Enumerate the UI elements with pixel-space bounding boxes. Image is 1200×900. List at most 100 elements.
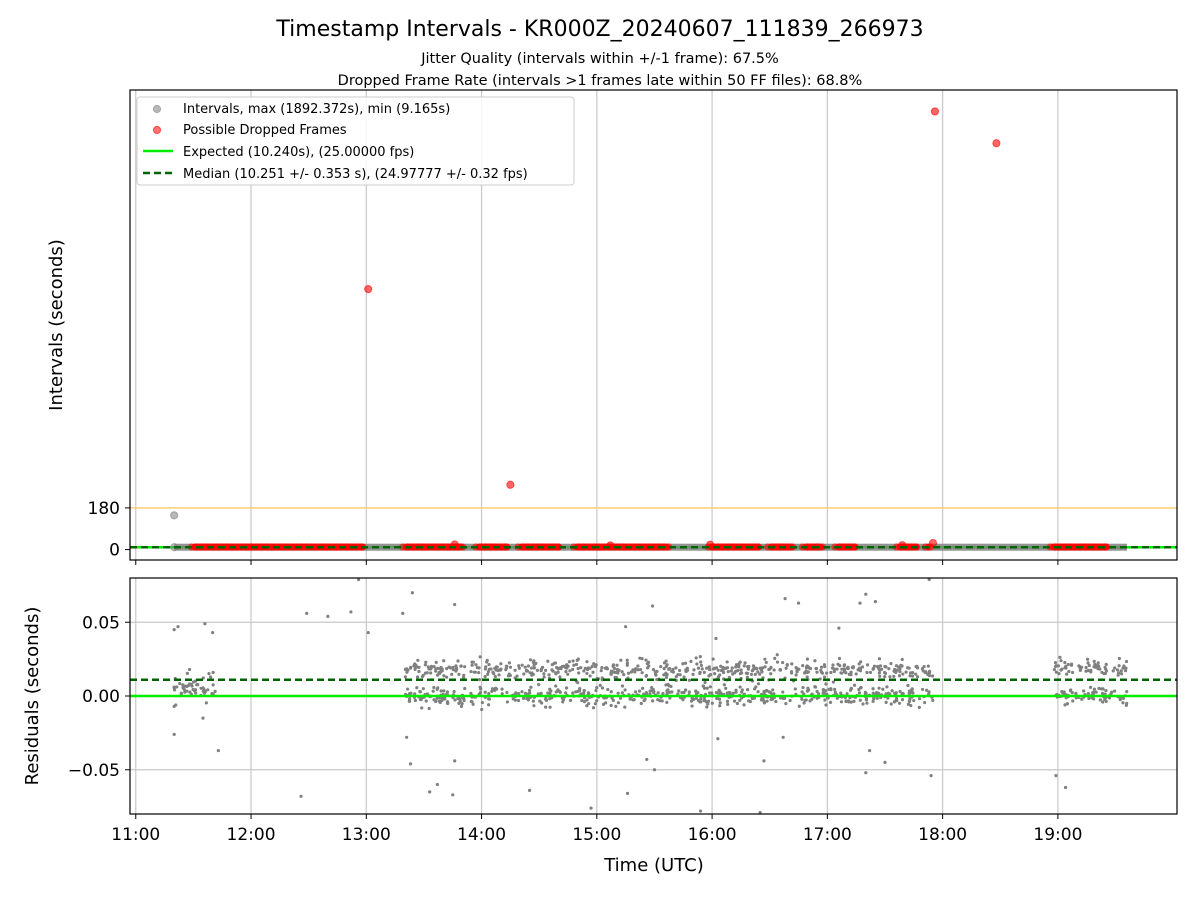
residual-point: [654, 673, 658, 677]
residual-point: [521, 696, 526, 700]
residual-point: [908, 697, 912, 702]
residual-point: [554, 690, 558, 694]
residual-point: [682, 675, 686, 679]
residual-outlier-10: [305, 611, 309, 616]
x-tick-label-11:00: 11:00: [111, 825, 160, 845]
residual-point: [748, 699, 752, 704]
dropped-frame-point: [1071, 543, 1079, 551]
residual-point: [900, 691, 904, 696]
residual-outlier-29: [650, 604, 655, 608]
residual-point: [478, 690, 483, 695]
residual-point: [556, 666, 561, 671]
residual-point: [833, 690, 837, 694]
residual-point: [531, 660, 535, 664]
residual-point: [839, 700, 844, 704]
residual-point: [514, 691, 518, 695]
residual-point: [1065, 702, 1070, 706]
residual-point: [724, 686, 728, 690]
residual-point: [678, 673, 682, 677]
residual-point: [469, 669, 473, 674]
residual-point: [182, 687, 186, 691]
dropped-frame-point: [729, 543, 737, 551]
residual-point: [604, 701, 608, 705]
residual-point: [1063, 660, 1067, 665]
residual-point: [416, 658, 420, 662]
dropped-frame-point: [212, 543, 221, 551]
residual-point: [540, 665, 545, 669]
residual-point: [819, 665, 824, 669]
residual-point: [751, 668, 755, 672]
residual-point: [172, 688, 177, 692]
residual-point: [646, 660, 651, 664]
dropped-frame-point: [554, 543, 562, 551]
residual-point: [670, 690, 674, 694]
residual-outlier-45: [883, 760, 887, 764]
residual-point: [857, 687, 861, 692]
residual-point: [844, 699, 848, 703]
residual-point: [504, 666, 509, 670]
legend-item-dropped: Possible Dropped Frames: [152, 123, 347, 138]
residual-point: [684, 668, 688, 672]
residual-point: [695, 662, 699, 666]
residual-point: [884, 692, 888, 696]
residual-point: [713, 672, 717, 676]
residual-point: [912, 698, 916, 703]
residual-outlier-3: [172, 704, 176, 708]
residual-point: [568, 669, 572, 673]
residual-point: [731, 672, 735, 676]
residual-point: [429, 664, 434, 668]
residual-point: [897, 674, 902, 678]
residual-point: [616, 701, 621, 705]
residual-point: [459, 704, 464, 708]
residual-outlier-23: [451, 793, 455, 797]
residual-outlier-21: [453, 602, 457, 607]
residual-point: [687, 690, 691, 694]
residual-point: [743, 661, 747, 665]
residual-point: [435, 696, 439, 701]
residual-point: [598, 683, 602, 687]
residual-point: [539, 691, 543, 695]
residual-point: [910, 687, 914, 691]
residual-point: [829, 670, 833, 675]
residual-point: [651, 699, 655, 703]
residual-point: [409, 665, 413, 669]
residual-point: [556, 670, 560, 674]
residual-point: [415, 686, 419, 690]
residual-point: [854, 672, 858, 676]
residual-point: [500, 687, 504, 691]
residual-point: [640, 671, 644, 675]
residual-point: [745, 675, 749, 679]
residual-point: [878, 668, 882, 672]
residual-point: [609, 672, 613, 676]
residual-point: [914, 672, 918, 676]
dropped-frame-point: [784, 543, 792, 551]
residual-point: [731, 691, 735, 695]
residual-point: [877, 671, 881, 675]
dropped-frame-point: [232, 543, 241, 551]
residual-point: [781, 660, 785, 665]
residual-point: [823, 664, 827, 669]
residual-point: [564, 686, 569, 690]
residual-point: [407, 697, 412, 701]
residual-point: [814, 666, 819, 671]
residual-point: [427, 706, 431, 711]
residual-point: [620, 670, 624, 674]
residual-point: [832, 669, 836, 674]
dropped-frame-point: [497, 543, 505, 551]
residual-point: [651, 667, 656, 672]
residual-point: [738, 698, 742, 702]
residual-point: [726, 702, 730, 706]
residual-point: [1074, 691, 1078, 696]
residual-point: [648, 689, 652, 693]
residual-point: [462, 673, 466, 677]
residual-point: [1052, 667, 1056, 672]
residual-point: [1069, 662, 1074, 666]
residual-point: [871, 687, 875, 691]
residual-point: [1080, 697, 1084, 701]
residual-outlier-36: [781, 735, 785, 739]
residual-point: [582, 669, 586, 673]
residual-point: [523, 665, 527, 669]
residual-point: [831, 680, 835, 684]
residual-point: [558, 690, 562, 694]
residual-point: [462, 698, 466, 703]
